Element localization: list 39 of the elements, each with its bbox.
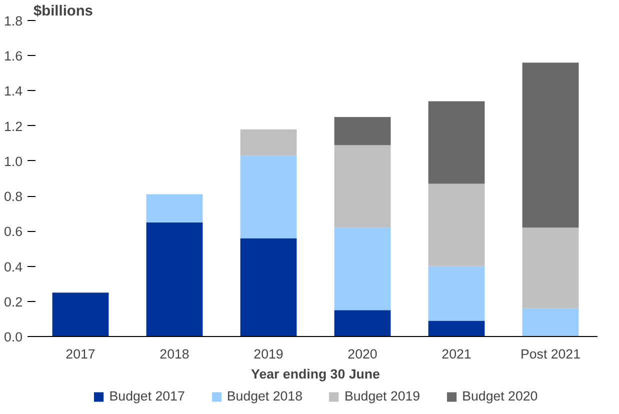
x-tick-label: 2021 [442, 346, 472, 362]
legend-label: Budget 2020 [462, 388, 538, 404]
bar [334, 228, 391, 310]
legend-label: Budget 2018 [226, 388, 302, 404]
bar [240, 238, 297, 336]
bar [334, 310, 391, 336]
y-tick-label: 1.0 [4, 154, 23, 169]
y-tick-label: 0.8 [4, 189, 23, 204]
x-axis-title: Year ending 30 June [251, 366, 380, 382]
y-tick-label: 1.4 [4, 84, 24, 99]
bar [428, 320, 485, 336]
bar [428, 101, 485, 184]
y-axis-title: $billions [34, 4, 93, 20]
y-tick-label: 0.0 [4, 330, 23, 344]
bar [240, 156, 297, 238]
bar [522, 228, 579, 308]
bar [428, 184, 485, 266]
x-tick-label: 2020 [348, 346, 378, 362]
bar [240, 129, 297, 156]
y-tick-label: 0.6 [4, 224, 23, 240]
x-tick-label: 2018 [160, 346, 190, 362]
y-tick-label: 0.4 [4, 259, 24, 274]
x-tick-label: Post 2021 [520, 346, 581, 362]
bar [146, 194, 203, 222]
legend-label: Budget 2017 [109, 388, 185, 404]
y-tick-label: 1.6 [4, 48, 23, 64]
y-tick-label: 1.8 [4, 14, 23, 28]
bar [52, 292, 109, 336]
y-tick-label: 0.2 [4, 294, 23, 310]
bar [522, 62, 579, 228]
x-tick-label: 2017 [66, 346, 96, 362]
bar [146, 222, 203, 336]
bar [334, 145, 391, 228]
y-tick-label: 1.2 [4, 118, 23, 134]
legend-label: Budget 2019 [344, 388, 420, 404]
bar [428, 266, 485, 321]
bar [522, 308, 579, 336]
x-tick-label: 2019 [254, 346, 284, 362]
bar [334, 117, 391, 146]
